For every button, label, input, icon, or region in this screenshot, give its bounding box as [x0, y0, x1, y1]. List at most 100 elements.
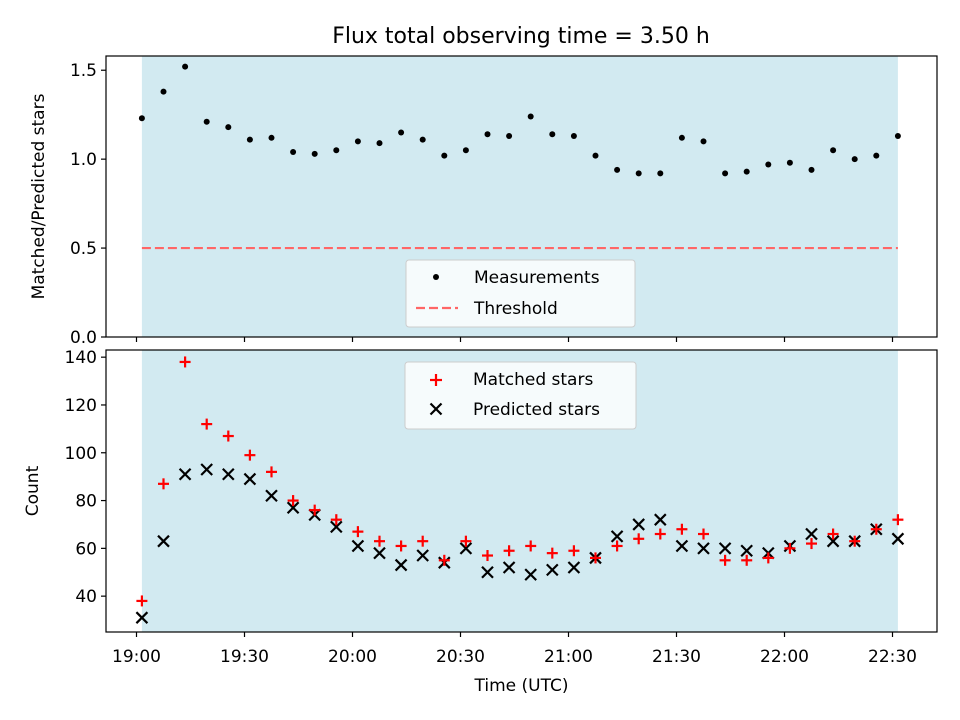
predicted-point [222, 467, 235, 481]
y-tick-label: 120 [65, 396, 97, 416]
measurement-point [743, 168, 750, 175]
matched-point [611, 540, 623, 552]
y-tick-label: 0.0 [70, 328, 97, 348]
measurement-point [635, 170, 642, 177]
measurement-point [894, 133, 901, 140]
y-tick-label: 140 [65, 348, 97, 368]
predicted-point [524, 568, 537, 581]
predicted-point [740, 544, 753, 558]
measurement-point [290, 149, 297, 156]
x-tick-label: 19:00 [112, 647, 161, 667]
measurement-point [570, 133, 577, 140]
count-x-axis: 19:00 19:30 20:00 20:30 21:00 21:30 22:00 22:30 [112, 632, 917, 667]
legend-predicted-marker [429, 402, 443, 416]
predicted-point [610, 530, 624, 543]
predicted-point [243, 472, 257, 486]
ratio-legend-box [405, 259, 636, 328]
predicted-point [567, 561, 581, 574]
count-y-label: Count [23, 465, 43, 516]
matched-point [849, 535, 861, 547]
ratio-panel: 0.0 0.5 1.0 1.5 Matched/Predicted stars Mea… [29, 55, 938, 348]
measurement-point [808, 166, 815, 173]
matched-point [698, 528, 709, 540]
predicted-point [718, 542, 732, 555]
legend-matched-label: Matched stars [473, 370, 593, 390]
predicted-point [416, 549, 429, 562]
measurement-point [765, 161, 772, 168]
measurement-point [354, 138, 361, 145]
measurement-point [462, 147, 469, 154]
ratio-y-label: Matched/Predicted stars [29, 93, 49, 299]
measurement-point [419, 136, 426, 143]
predicted-point [351, 539, 365, 553]
matched-point [438, 554, 450, 566]
measurement-point [657, 170, 664, 177]
measurement-point [268, 134, 275, 141]
count-panel: 40 60 80 100 120 140 19:00 19:30 20:00 20:30 21:0… [23, 348, 938, 696]
matched-point [460, 535, 472, 547]
measurement-point [246, 136, 253, 143]
measurement-point [506, 133, 513, 140]
predicted-point [330, 520, 343, 534]
predicted-point [654, 513, 667, 526]
matched-point [374, 535, 385, 547]
matched-point [719, 554, 731, 566]
count-x-label: Time (UTC) [474, 676, 569, 696]
measurement-point [722, 170, 729, 177]
measurement-point [830, 147, 837, 154]
matched-point [568, 545, 580, 557]
matched-point [892, 514, 904, 526]
count-legend: Matched stars Predicted stars [404, 361, 637, 430]
matched-point [352, 526, 364, 538]
matched-point [158, 478, 169, 490]
predicted-point [891, 532, 905, 546]
measurement-point [592, 152, 599, 159]
measurement-point [786, 159, 793, 166]
legend-measurements-marker [433, 274, 439, 280]
count-y-axis: 40 60 80 100 120 140 [65, 348, 106, 607]
legend-matched-marker [430, 374, 442, 386]
matched-point [222, 430, 234, 442]
x-tick-label: 21:30 [652, 647, 701, 667]
predicted-point [157, 534, 170, 548]
matched-point [870, 523, 882, 535]
matched-point [201, 418, 213, 430]
predicted-point [373, 546, 386, 560]
x-tick-label: 20:00 [328, 647, 377, 667]
matched-point [525, 540, 537, 552]
x-tick-label: 20:30 [436, 647, 485, 667]
predicted-point [697, 542, 710, 555]
y-tick-label: 0.5 [70, 239, 97, 259]
measurement-points [138, 63, 901, 177]
count-points [135, 356, 905, 624]
y-tick-label: 40 [75, 587, 97, 607]
predicted-point [265, 489, 278, 503]
matched-point [590, 552, 601, 564]
y-tick-label: 1.5 [70, 61, 97, 81]
matched-point [741, 554, 753, 566]
measurement-point [138, 115, 145, 122]
matched-point [417, 535, 429, 547]
predicted-point [178, 467, 192, 481]
matched-point [762, 552, 774, 564]
measurement-point [873, 152, 880, 159]
plot-frame [105, 55, 938, 338]
matched-point [179, 356, 191, 368]
y-tick-label: 60 [75, 539, 97, 559]
measurement-point [549, 131, 556, 138]
predicted-point [632, 518, 645, 531]
matched-point [309, 504, 321, 516]
legend-predicted-label: Predicted stars [473, 400, 600, 420]
predicted-point [675, 539, 689, 553]
ratio-y-axis: 0.0 0.5 1.0 1.5 [70, 61, 106, 348]
measurement-point [203, 118, 210, 125]
matched-point [244, 449, 256, 461]
y-tick-label: 100 [65, 444, 97, 464]
x-tick-label: 19:30 [220, 647, 269, 667]
x-tick-label: 22:00 [760, 647, 809, 667]
ratio-legend: Measurements Threshold [405, 259, 636, 328]
matched-point [806, 538, 817, 550]
figure-title: Flux total observing time = 3.50 h [332, 24, 710, 49]
plot-frame [105, 349, 938, 633]
